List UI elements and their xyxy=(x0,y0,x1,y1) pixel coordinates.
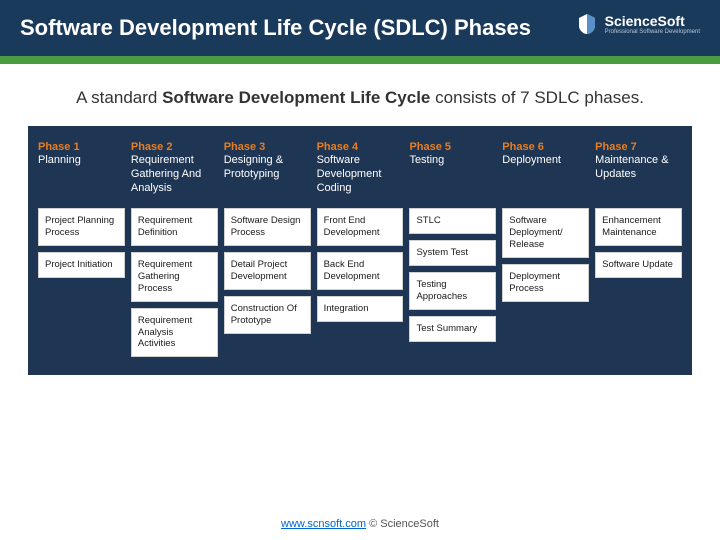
page-title: Software Development Life Cycle (SDLC) P… xyxy=(20,15,531,41)
phase-header: Phase 3Designing & Prototyping xyxy=(224,140,311,196)
footer-link[interactable]: www.scnsoft.com xyxy=(281,518,366,530)
phase-header: Phase 1Planning xyxy=(38,140,125,196)
activity-box: Project Planning Process xyxy=(38,208,125,246)
phase-column: Phase 1Planning Project Planning Process P… xyxy=(38,140,125,278)
activity-box: Detail Project Development xyxy=(224,252,311,290)
phase-header: Phase 5Testing xyxy=(409,140,496,196)
activity-box: Front End Development xyxy=(317,208,404,246)
copyright: © ScienceSoft xyxy=(366,518,439,530)
phase-number: Phase 2 xyxy=(131,140,218,154)
sdlc-diagram: Phase 1PlanningProject Planning ProcessP… xyxy=(28,126,692,375)
activity-box: Requirement Gathering Process xyxy=(131,252,218,302)
phase-column: Phase 2Requirement Gathering And Analysi… xyxy=(131,140,218,357)
phase-name: Planning xyxy=(38,154,125,196)
phase-number: Phase 5 xyxy=(409,140,496,154)
activity-box: Requirement Definition xyxy=(131,208,218,246)
activity-box: Software Update xyxy=(595,252,682,278)
phase-name: Maintenance & Updates xyxy=(595,154,682,196)
activity-box: Test Summary xyxy=(409,316,496,342)
phase-column: Phase 4Software Development Coding Front … xyxy=(317,140,404,322)
phase-number: Phase 6 xyxy=(502,140,589,154)
phase-number: Phase 7 xyxy=(595,140,682,154)
phase-name: Software Development Coding xyxy=(317,154,404,196)
phase-number: Phase 4 xyxy=(317,140,404,154)
activity-box: Software Design Process xyxy=(224,208,311,246)
logo: ScienceSoft Professional Software Develo… xyxy=(575,12,700,36)
phase-name: Designing & Prototyping xyxy=(224,154,311,196)
activity-box: Deployment Process xyxy=(502,264,589,302)
activity-box: Integration xyxy=(317,296,404,322)
phase-header: Phase 2Requirement Gathering And Analysi… xyxy=(131,140,218,196)
phase-name: Requirement Gathering And Analysis xyxy=(131,154,218,196)
intro-text: A standard Software Development Life Cyc… xyxy=(0,64,720,126)
phase-column: Phase 5Testing STLC System Test Testing App… xyxy=(409,140,496,342)
phase-header: Phase 7Maintenance & Updates xyxy=(595,140,682,196)
phase-column: Phase 3Designing & Prototyping Software D… xyxy=(224,140,311,334)
activity-box: STLC xyxy=(409,208,496,234)
activity-box: Requirement Analysis Activities xyxy=(131,308,218,358)
activity-box: Back End Development xyxy=(317,252,404,290)
activity-box: Project Initiation xyxy=(38,252,125,278)
logo-text: ScienceSoft xyxy=(605,13,685,29)
phase-header: Phase 6Deployment xyxy=(502,140,589,196)
phase-name: Deployment xyxy=(502,154,589,196)
activity-box: Software Deployment/ Release xyxy=(502,208,589,258)
phase-number: Phase 3 xyxy=(224,140,311,154)
phase-name: Testing xyxy=(409,154,496,196)
phase-column: Phase 7Maintenance & Updates Enhancement … xyxy=(595,140,682,278)
activity-box: Construction Of Prototype xyxy=(224,296,311,334)
activity-box: System Test xyxy=(409,240,496,266)
accent-bar xyxy=(0,56,720,64)
footer: www.scnsoft.com © ScienceSoft xyxy=(0,518,720,530)
phase-header: Phase 4Software Development Coding xyxy=(317,140,404,196)
logo-subtitle: Professional Software Development xyxy=(605,29,700,35)
phase-number: Phase 1 xyxy=(38,140,125,154)
logo-icon xyxy=(575,12,599,36)
activity-box: Enhancement Maintenance xyxy=(595,208,682,246)
header: Software Development Life Cycle (SDLC) P… xyxy=(0,0,720,56)
activity-box: Testing Approaches xyxy=(409,272,496,310)
phase-column: Phase 6Deployment Software Deployment/ Re… xyxy=(502,140,589,302)
